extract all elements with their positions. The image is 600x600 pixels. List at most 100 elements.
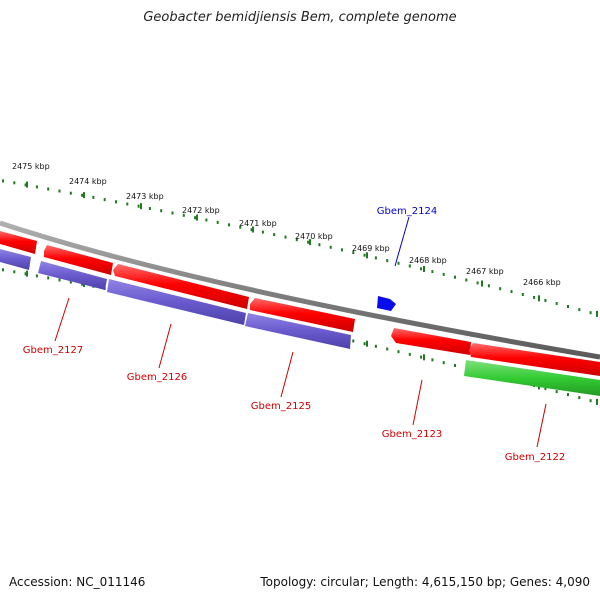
- tick-dot: [69, 191, 72, 195]
- tick-dot: [465, 278, 468, 282]
- tick-major: [596, 310, 598, 317]
- leader-gbem-2122: [536, 403, 547, 448]
- leader-gbem-2124: [394, 216, 410, 267]
- tick-label: 2474 kbp: [69, 177, 107, 186]
- gene-label-gbem-2125[interactable]: Gbem_2125: [251, 401, 311, 412]
- tick-dot: [261, 230, 264, 234]
- gene-gbem-2127b[interactable]: [38, 261, 107, 290]
- tick-dot: [13, 181, 16, 185]
- tick-dot: [341, 248, 343, 252]
- tick-dot: [521, 293, 524, 296]
- tick-dot: [81, 193, 84, 197]
- track-dot: [567, 393, 569, 397]
- gene-gbem-2124[interactable]: [377, 296, 396, 311]
- cds-gbem-2122[interactable]: [469, 343, 600, 376]
- tick-dot: [397, 261, 400, 265]
- tick-dot: [58, 189, 61, 193]
- leader-gbem-2127: [54, 297, 70, 342]
- gene-label-gbem-2127[interactable]: Gbem_2127: [23, 345, 83, 356]
- tick-label: 2472 kbp: [182, 206, 220, 215]
- cds-gbem-2127[interactable]: [44, 245, 113, 275]
- tick-dot: [408, 264, 411, 268]
- tick-dot: [273, 233, 276, 237]
- track-dot: [397, 350, 400, 354]
- tick-major: [309, 239, 311, 246]
- tick-major: [423, 266, 425, 272]
- genome-backbone: [0, 220, 600, 360]
- tick-dot: [318, 243, 321, 247]
- track-dot: [352, 339, 355, 343]
- tick-labels: 2475 kbp 2474 kbp 2473 kbp 2472 kbp 2471…: [12, 162, 561, 287]
- tick-label: 2466 kbp: [523, 278, 561, 287]
- tick-dot: [374, 256, 377, 260]
- leader-lines: [54, 216, 547, 448]
- tick-major: [366, 252, 368, 259]
- track-dot: [420, 355, 423, 359]
- leader-gbem-2126: [158, 323, 172, 369]
- tick-track: [2, 179, 598, 317]
- gene-gbem-2125[interactable]: [245, 313, 351, 349]
- tick-dot: [239, 225, 242, 229]
- map-title: Geobacter bemidjiensis Bem, complete gen…: [143, 10, 457, 25]
- tick-dot: [578, 308, 581, 312]
- cds-gbem-2126[interactable]: [113, 264, 249, 309]
- tick-dot: [250, 228, 253, 232]
- track-dot: [544, 387, 547, 391]
- gene-label-gbem-2123[interactable]: Gbem_2123: [382, 429, 442, 440]
- tick-label: 2471 kbp: [239, 219, 277, 228]
- leader-gbem-2123: [412, 379, 423, 426]
- tick-dot: [284, 235, 287, 239]
- gene-gbem-2122[interactable]: [464, 360, 600, 396]
- tick-dot: [533, 296, 536, 299]
- tick-dot: [307, 240, 310, 244]
- tick-dot: [544, 299, 547, 302]
- cds-features: [0, 231, 600, 376]
- tick-dot: [24, 183, 27, 187]
- track-dot: [2, 268, 4, 272]
- tick-dot: [47, 187, 50, 191]
- tick-label: 2468 kbp: [409, 256, 447, 265]
- tick-dot: [171, 211, 174, 215]
- gene-label-gbem-2124[interactable]: Gbem_2124: [377, 206, 437, 217]
- tick-dot: [589, 311, 592, 315]
- tick-dot: [454, 275, 456, 279]
- cds-gbem-2123[interactable]: [391, 328, 471, 355]
- gene-label-gbem-2126[interactable]: Gbem_2126: [127, 372, 187, 383]
- tick-dot: [160, 209, 163, 213]
- tick-dot: [420, 267, 423, 271]
- tick-dot: [352, 251, 355, 255]
- tick-label: 2473 kbp: [126, 192, 164, 201]
- gene-gbem-2127[interactable]: [0, 249, 31, 270]
- cds-gbem-2125[interactable]: [250, 298, 355, 332]
- track-dot: [363, 342, 366, 346]
- track-dot: [81, 282, 84, 286]
- tick-major: [83, 192, 85, 199]
- gene-label-gbem-2122[interactable]: Gbem_2122: [505, 452, 565, 463]
- track-dot: [454, 364, 456, 367]
- track-dot: [13, 270, 16, 274]
- tick-major: [140, 203, 142, 210]
- tick-dot: [182, 213, 185, 217]
- tick-label: 2475 kbp: [12, 162, 50, 171]
- track-dot: [69, 280, 72, 284]
- tick-dot: [2, 179, 4, 183]
- track-dot: [431, 358, 434, 362]
- track-dot: [58, 278, 61, 282]
- tick-label: 2467 kbp: [466, 267, 504, 276]
- tick-major: [26, 181, 28, 188]
- track-dot: [386, 347, 389, 351]
- tick-dot: [115, 200, 117, 204]
- track-major: [26, 270, 28, 277]
- tick-major: [252, 226, 254, 233]
- tick-dot: [137, 204, 140, 208]
- tick-dot: [126, 202, 129, 206]
- track-major: [423, 354, 425, 361]
- cds-gbem-2128[interactable]: [0, 231, 37, 254]
- tick-dot: [499, 287, 502, 291]
- tick-dot: [487, 284, 490, 288]
- tick-label: 2469 kbp: [352, 244, 390, 253]
- tick-dot: [228, 223, 230, 227]
- gene-gbem-2126[interactable]: [107, 279, 246, 325]
- tick-major: [196, 214, 198, 221]
